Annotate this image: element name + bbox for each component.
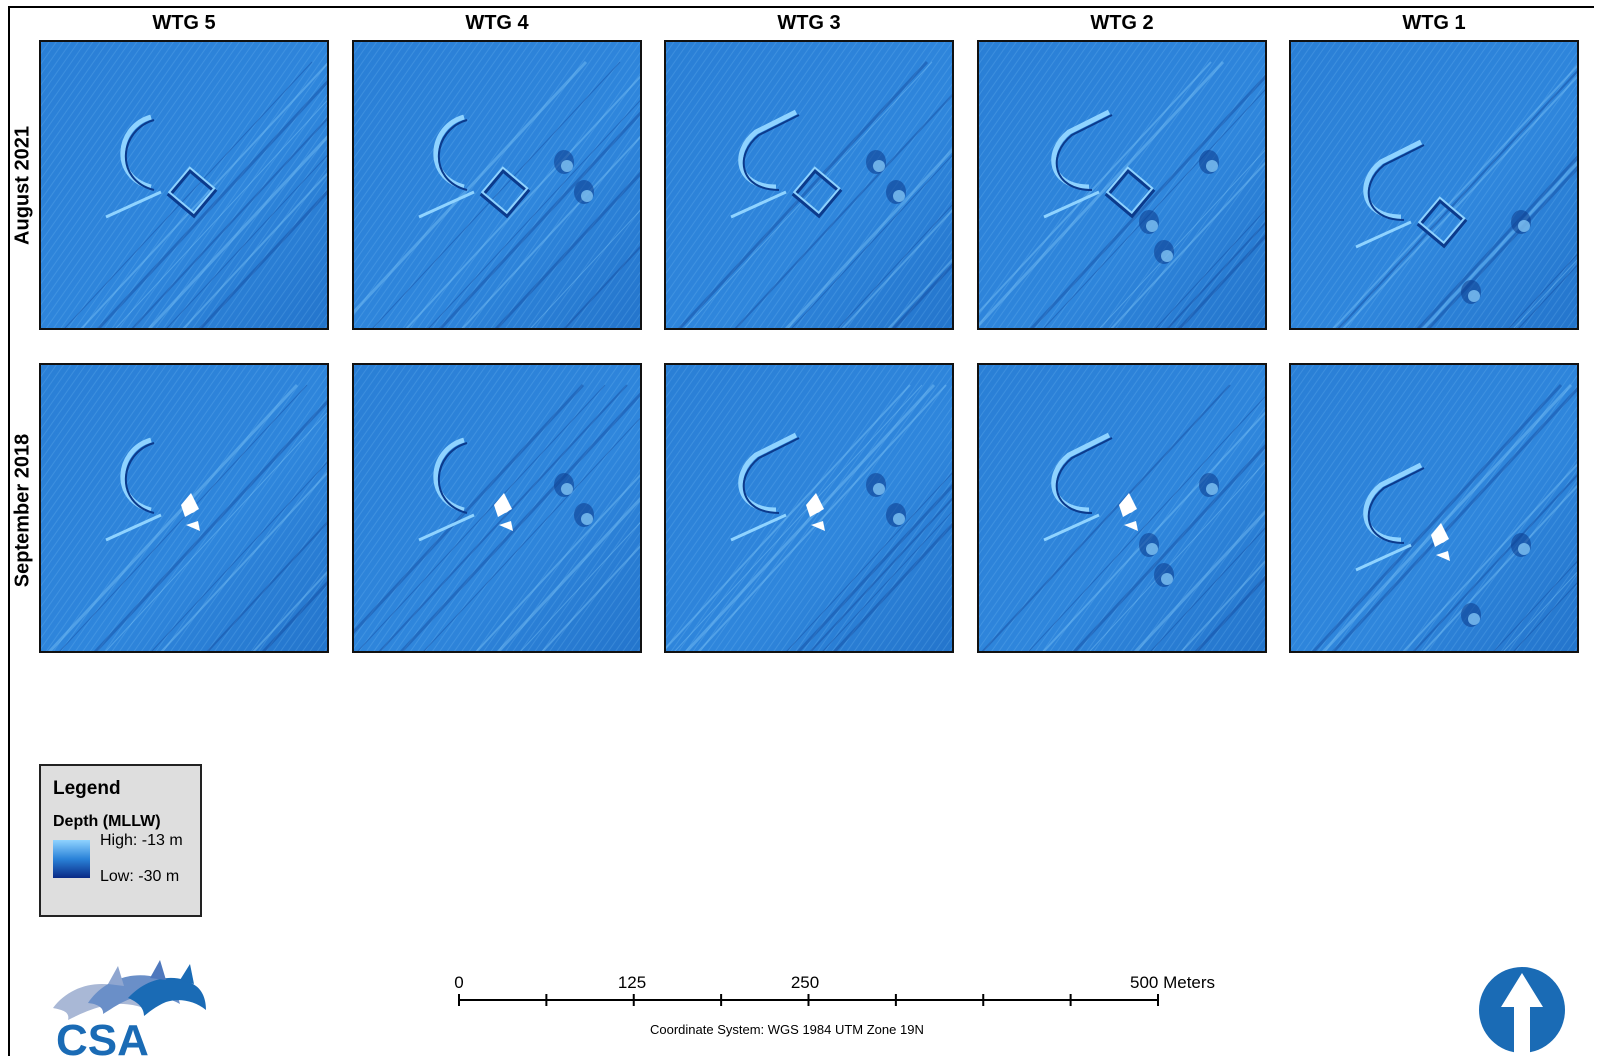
depth-color-ramp (53, 840, 90, 878)
scale-bar: 0 125 250 500 Meters (454, 973, 1215, 1006)
bathymetry-panel (1289, 40, 1579, 330)
bathymetry-panel (664, 40, 954, 330)
column-title-wtg2: WTG 2 (1090, 12, 1154, 34)
column-title-wtg5: WTG 5 (152, 12, 216, 34)
legend-depth-label: Depth (MLLW) (53, 813, 161, 830)
csa-logo: CSA (53, 960, 206, 1058)
dolphin-icon (53, 960, 206, 1020)
row-title-august-2021: August 2021 (11, 126, 34, 245)
column-title-wtg4: WTG 4 (465, 12, 529, 34)
legend-box: Legend Depth (MLLW) High: -13 m Low: -30… (39, 764, 202, 917)
bathymetry-panel (39, 40, 329, 330)
legend-title: Legend (53, 778, 121, 799)
column-title-wtg3: WTG 3 (777, 12, 841, 34)
bathymetry-panel (39, 363, 329, 653)
scale-label-125: 125 (618, 973, 646, 992)
column-title-wtg1: WTG 1 (1402, 12, 1466, 34)
bathymetry-panel (664, 363, 954, 653)
legend-low-label: Low: -30 m (100, 868, 180, 885)
row-title-september-2018: September 2018 (11, 433, 34, 588)
map-frame (8, 6, 1594, 1056)
scale-label-500-meters: 500 Meters (1130, 973, 1215, 992)
bathymetry-panel (977, 363, 1267, 653)
bathymetry-panel (1289, 363, 1579, 653)
north-arrow-icon (1479, 967, 1565, 1053)
bathymetry-panel (977, 40, 1267, 330)
coordinate-system-note: Coordinate System: WGS 1984 UTM Zone 19N (650, 1022, 924, 1037)
bathymetry-panel (352, 363, 642, 653)
logo-text: CSA (56, 1016, 149, 1058)
scale-label-250: 250 (791, 973, 819, 992)
bathymetry-panel (352, 40, 642, 330)
scale-label-0: 0 (454, 973, 463, 992)
legend-high-label: High: -13 m (100, 832, 183, 849)
